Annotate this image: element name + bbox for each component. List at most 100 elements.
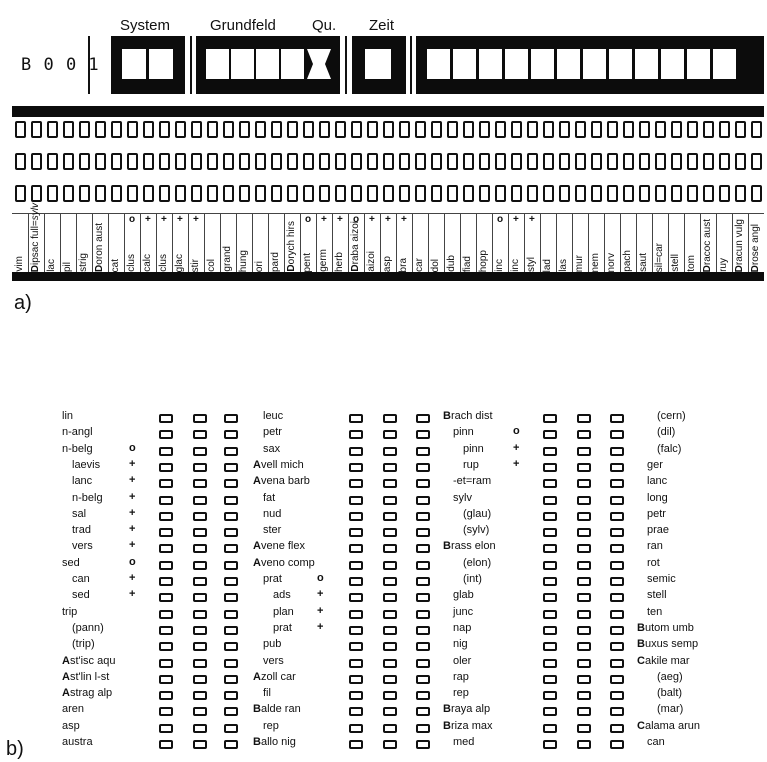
tally-box[interactable]: [383, 723, 397, 733]
tally-box[interactable]: [610, 414, 624, 423]
tally-box[interactable]: [349, 544, 363, 554]
tally-box[interactable]: [349, 511, 363, 521]
tally-box[interactable]: [224, 593, 238, 603]
tally-box[interactable]: [383, 430, 397, 440]
tally-box[interactable]: [383, 674, 397, 684]
tally-box[interactable]: [610, 577, 624, 586]
tally-box[interactable]: [349, 430, 363, 440]
tally-box[interactable]: [193, 609, 207, 619]
tally-box[interactable]: [577, 625, 591, 635]
tally-box[interactable]: [224, 642, 238, 652]
tally-box[interactable]: [349, 609, 363, 619]
tally-box[interactable]: [416, 479, 430, 489]
tally-box[interactable]: [383, 560, 397, 570]
tally-box[interactable]: [159, 544, 173, 554]
tally-box[interactable]: [610, 544, 624, 554]
tally-box[interactable]: [349, 495, 363, 505]
tally-box[interactable]: [610, 560, 624, 570]
tally-box[interactable]: [543, 707, 557, 717]
tally-box[interactable]: [159, 674, 173, 684]
tally-box[interactable]: [349, 462, 363, 472]
tally-box[interactable]: [577, 479, 591, 489]
tally-box[interactable]: [416, 414, 430, 423]
tally-box[interactable]: [159, 528, 173, 538]
tally-box[interactable]: [349, 577, 363, 586]
tally-box[interactable]: [224, 707, 238, 717]
tally-box[interactable]: [416, 495, 430, 505]
tally-box[interactable]: [224, 740, 238, 749]
tally-box[interactable]: [224, 658, 238, 668]
tally-box[interactable]: [577, 609, 591, 619]
tally-box[interactable]: [159, 495, 173, 505]
tally-box[interactable]: [543, 723, 557, 733]
tally-box[interactable]: [159, 658, 173, 668]
tally-box[interactable]: [577, 446, 591, 456]
tally-box[interactable]: [224, 674, 238, 684]
tally-box[interactable]: [159, 462, 173, 472]
tally-box[interactable]: [193, 511, 207, 521]
tally-box[interactable]: [193, 642, 207, 652]
tally-box[interactable]: [349, 479, 363, 489]
tally-box[interactable]: [159, 642, 173, 652]
tally-box[interactable]: [543, 593, 557, 603]
tally-box[interactable]: [543, 446, 557, 456]
tally-box[interactable]: [543, 577, 557, 586]
tally-box[interactable]: [383, 577, 397, 586]
tally-box[interactable]: [383, 707, 397, 717]
tally-box[interactable]: [193, 560, 207, 570]
tally-box[interactable]: [577, 723, 591, 733]
tally-box[interactable]: [159, 609, 173, 619]
tally-box[interactable]: [416, 658, 430, 668]
tally-box[interactable]: [577, 528, 591, 538]
tally-box[interactable]: [543, 528, 557, 538]
tally-box[interactable]: [416, 446, 430, 456]
tally-box[interactable]: [193, 658, 207, 668]
tally-box[interactable]: [610, 625, 624, 635]
tally-box[interactable]: [610, 707, 624, 717]
tally-box[interactable]: [193, 430, 207, 440]
tally-box[interactable]: [577, 544, 591, 554]
tally-box[interactable]: [416, 740, 430, 749]
tally-box[interactable]: [577, 707, 591, 717]
tally-box[interactable]: [193, 414, 207, 423]
tally-box[interactable]: [416, 560, 430, 570]
tally-box[interactable]: [224, 479, 238, 489]
tally-box[interactable]: [159, 723, 173, 733]
tally-box[interactable]: [416, 593, 430, 603]
tally-box[interactable]: [159, 414, 173, 423]
tally-box[interactable]: [193, 740, 207, 749]
tally-box[interactable]: [159, 560, 173, 570]
tally-box[interactable]: [543, 479, 557, 489]
tally-box[interactable]: [193, 544, 207, 554]
tally-box[interactable]: [610, 691, 624, 701]
tally-box[interactable]: [193, 625, 207, 635]
tally-box[interactable]: [383, 495, 397, 505]
tally-box[interactable]: [159, 740, 173, 749]
tally-box[interactable]: [416, 625, 430, 635]
tally-box[interactable]: [543, 740, 557, 749]
tally-box[interactable]: [577, 414, 591, 423]
tally-box[interactable]: [577, 560, 591, 570]
tally-box[interactable]: [577, 577, 591, 586]
tally-box[interactable]: [543, 495, 557, 505]
tally-box[interactable]: [159, 577, 173, 586]
tally-box[interactable]: [349, 625, 363, 635]
tally-box[interactable]: [224, 723, 238, 733]
tally-box[interactable]: [610, 430, 624, 440]
tally-box[interactable]: [610, 740, 624, 749]
tally-box[interactable]: [224, 528, 238, 538]
tally-box[interactable]: [416, 544, 430, 554]
tally-box[interactable]: [416, 528, 430, 538]
tally-box[interactable]: [159, 625, 173, 635]
tally-box[interactable]: [383, 414, 397, 423]
tally-box[interactable]: [610, 495, 624, 505]
tally-box[interactable]: [610, 511, 624, 521]
tally-box[interactable]: [416, 577, 430, 586]
tally-box[interactable]: [193, 723, 207, 733]
tally-box[interactable]: [577, 495, 591, 505]
tally-box[interactable]: [383, 642, 397, 652]
tally-box[interactable]: [543, 691, 557, 701]
tally-box[interactable]: [416, 723, 430, 733]
tally-box[interactable]: [224, 430, 238, 440]
tally-box[interactable]: [349, 414, 363, 423]
